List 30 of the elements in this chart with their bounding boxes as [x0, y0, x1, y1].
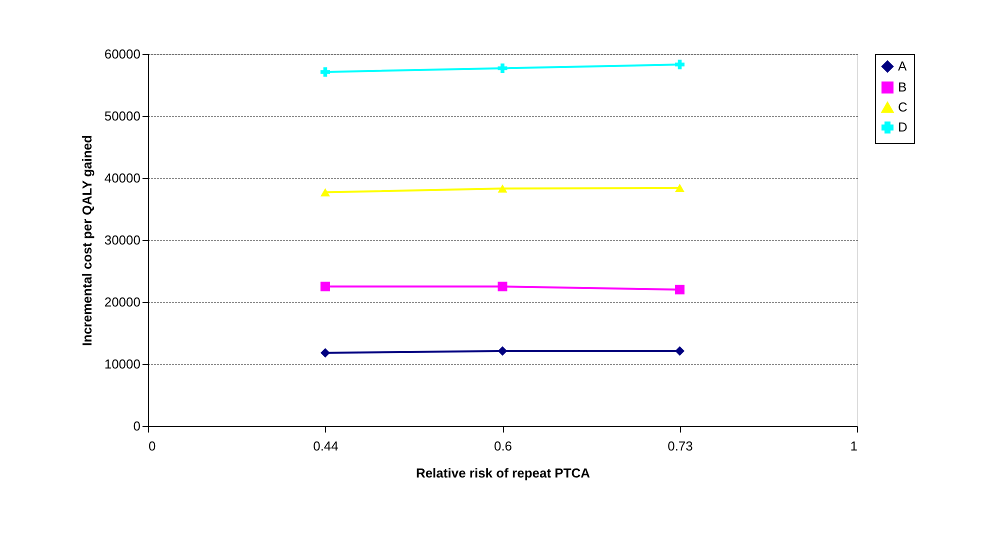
y-tick-label: 20000 — [104, 294, 140, 310]
x-tick-label: 0.44 — [313, 438, 338, 454]
legend-label: C — [898, 100, 908, 114]
point — [675, 284, 684, 294]
y-axis-title: Incremental cost per QALY gained — [79, 134, 94, 346]
point — [675, 346, 684, 356]
point — [498, 184, 508, 193]
point — [675, 60, 684, 70]
x-tick-label: 0 — [148, 438, 156, 454]
y-tick-label: 50000 — [104, 108, 140, 124]
y-tick-label: 10000 — [104, 356, 140, 372]
y-tick-label: 0 — [133, 418, 140, 434]
x-tick-label: 0.73 — [668, 438, 693, 454]
legend-label: B — [898, 80, 907, 94]
y-tick-label: 30000 — [104, 232, 140, 248]
point — [320, 67, 330, 77]
point — [675, 184, 684, 192]
point — [498, 64, 508, 74]
point — [320, 282, 330, 292]
point — [498, 282, 508, 292]
legend-label: A — [898, 58, 907, 74]
x-tick-label: 0.6 — [494, 438, 512, 454]
x-tick-label: 1 — [850, 438, 858, 454]
x-axis-title: Relative risk of repeat PTCA — [416, 466, 591, 480]
y-tick-label: 40000 — [104, 170, 140, 186]
point — [498, 346, 508, 356]
point — [320, 188, 330, 196]
point — [320, 348, 330, 358]
legend-label: D — [898, 120, 908, 134]
y-tick-label: 60000 — [104, 46, 140, 62]
